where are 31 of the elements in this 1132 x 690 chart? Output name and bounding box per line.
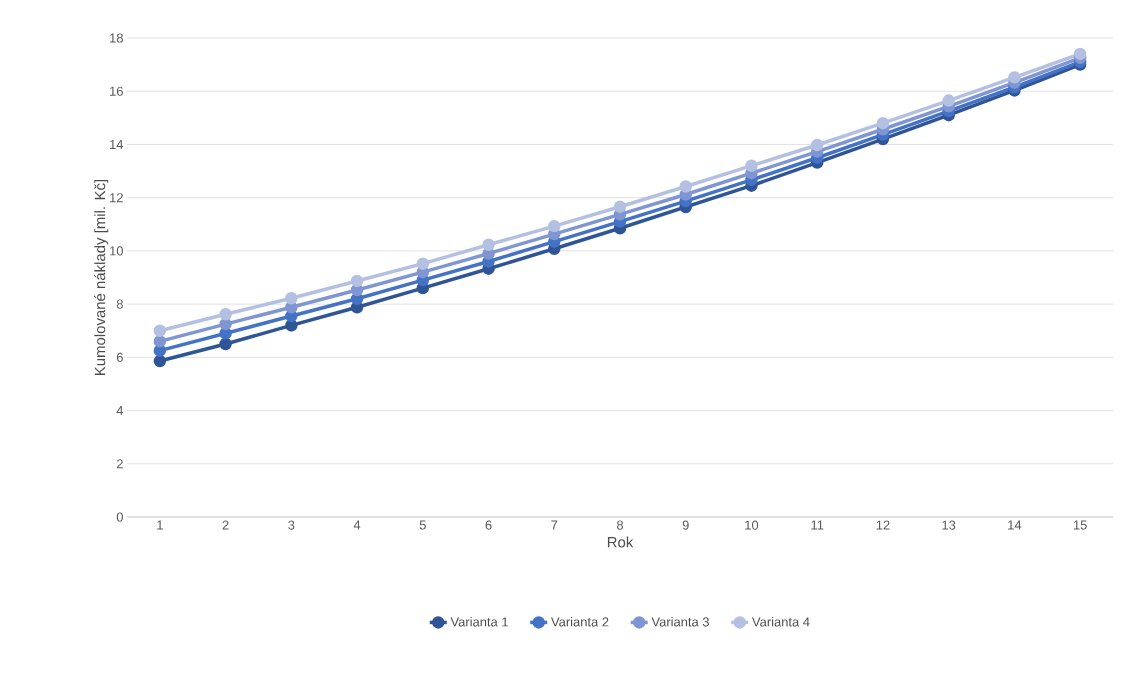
x-tick-label: 2 [222,520,229,530]
legend-label: Varianta 1 [450,616,508,627]
y-axis-title: Kumolované náklady [mil. Kč] [94,179,109,375]
x-tick-label: 5 [419,520,426,530]
x-tick-label: 8 [616,520,624,530]
y-tick-label: 6 [116,352,123,362]
x-tick-label: 15 [1073,520,1087,530]
y-tick-label: 14 [110,139,124,149]
legend-label: Varianta 3 [651,616,709,627]
x-tick-label: 13 [942,520,956,530]
x-tick-label: 10 [745,520,759,530]
x-tick-label: 14 [1008,520,1022,530]
y-tick-label: 4 [116,406,124,416]
y-tick-label: 12 [110,193,123,203]
x-axis-title: Rok [607,536,634,548]
y-tick-label: 2 [116,459,123,469]
y-tick-label: 10 [110,246,123,256]
legend-label: Varianta 2 [551,616,609,627]
legend-label: Varianta 4 [752,616,810,627]
y-tick-label: 8 [116,299,123,309]
x-tick-label: 11 [811,520,824,530]
y-tick-label: 0 [116,512,123,522]
y-tick-label: 18 [110,33,123,43]
x-tick-label: 12 [876,520,890,530]
x-tick-label: 4 [353,520,361,530]
y-tick-label: 16 [110,86,123,96]
x-tick-label: 7 [551,520,558,530]
x-tick-label: 1 [157,520,163,530]
x-tick-label: 6 [485,520,492,530]
x-tick-label: 3 [288,520,295,530]
x-tick-label: 9 [682,520,689,530]
